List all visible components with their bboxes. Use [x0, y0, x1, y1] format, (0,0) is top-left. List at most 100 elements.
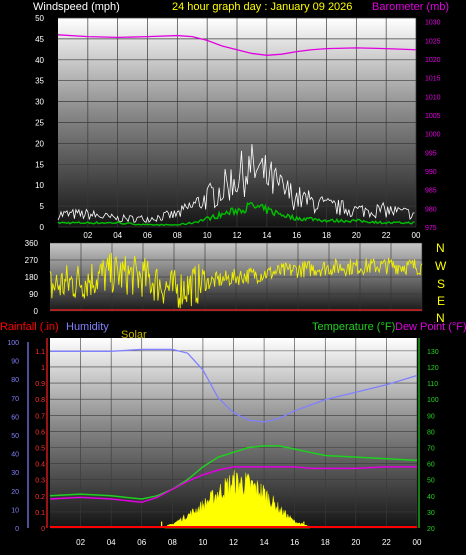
humidity-line	[50, 348, 418, 423]
barometer-y-tick: 1000	[425, 132, 441, 139]
temp-y-tick: 120	[427, 365, 439, 372]
barometer-y-tick: 980	[425, 206, 437, 213]
wind-y-tick: 40	[35, 56, 44, 65]
temp-y-tick: 70	[427, 445, 435, 452]
rain-y-tick: 1	[41, 365, 45, 372]
temp-x-tick: 02	[76, 538, 85, 547]
direction-y-tick: 90	[29, 290, 38, 299]
barometer-y-tick: 1025	[425, 38, 441, 45]
temp-y-tick: 30	[427, 510, 435, 517]
temp-humidity-panel: 2030405060708090100110120130010203040506…	[0, 321, 466, 547]
temp-x-tick: 18	[321, 538, 330, 547]
temp-x-tick: 16	[290, 538, 299, 547]
chart-title: 24 hour graph day : January 09 2026	[172, 1, 352, 13]
temp-y-tick: 100	[427, 397, 439, 404]
wind-grid	[58, 17, 417, 228]
temp-x-tick: 06	[137, 538, 146, 547]
temp-x-tick: 04	[107, 538, 116, 547]
wind-x-tick: 22	[382, 231, 391, 240]
temp-x-tick: 12	[229, 538, 238, 547]
wind-y-tick: 10	[35, 181, 44, 190]
compass-w: W	[435, 259, 447, 273]
windspeed-label: Windspeed (mph)	[33, 1, 120, 13]
wind-x-tick: 16	[292, 231, 301, 240]
direction-y-tick: 0	[34, 307, 39, 316]
barometer-y-tick: 1010	[425, 94, 441, 101]
wind-x-tick: 08	[173, 231, 182, 240]
wind-panel: 0510152025303540455097598098599099510001…	[33, 1, 449, 240]
humidity-y-tick: 100	[7, 340, 19, 347]
barometer-y-tick: 975	[425, 225, 437, 232]
wind-y-tick: 25	[35, 119, 44, 128]
wind-y-tick: 15	[35, 160, 44, 169]
temperature-label: Temperature (°F)	[312, 321, 395, 333]
wind-y-tick: 5	[40, 202, 45, 211]
humidity-label: Humidity	[66, 321, 109, 333]
wind-x-tick: 04	[113, 231, 122, 240]
humidity-y-tick: 40	[11, 452, 19, 459]
wind-x-tick: 20	[352, 231, 361, 240]
barometer-y-tick: 1005	[425, 113, 441, 120]
temp-y-tick: 60	[427, 462, 435, 469]
wind-x-tick: 06	[143, 231, 152, 240]
direction-y-tick: 360	[25, 239, 39, 248]
humidity-y-tick: 90	[11, 359, 19, 366]
temp-x-tick: 10	[198, 538, 207, 547]
wind-y-tick: 30	[35, 98, 44, 107]
wind-y-tick: 50	[35, 14, 44, 23]
temp-y-tick: 20	[427, 526, 435, 533]
wind-average-line	[57, 201, 415, 227]
barometer-y-tick: 1015	[425, 76, 441, 83]
rainfall-label: Rainfall (.in)	[0, 321, 59, 333]
humidity-y-tick: 20	[11, 489, 19, 496]
wind-y-tick: 35	[35, 77, 44, 86]
barometer-line	[57, 34, 417, 56]
temp-y-tick: 90	[427, 413, 435, 420]
dew-point-label: Dew Point (°F)	[395, 321, 466, 333]
temp-series	[49, 348, 418, 529]
temp-ticks: 2030405060708090100110120130010203040506…	[7, 338, 439, 547]
wind-x-tick: 18	[322, 231, 331, 240]
wind-x-tick: 14	[262, 231, 271, 240]
temp-x-tick: 08	[168, 538, 177, 547]
rain-y-tick: 0.3	[35, 478, 45, 485]
direction-y-tick: 180	[25, 273, 39, 282]
direction-ticks: 0 90 180 270 360	[25, 239, 39, 316]
wind-x-tick: 12	[233, 231, 242, 240]
barometer-label: Barometer (mb)	[372, 1, 449, 13]
temp-x-tick: 20	[351, 538, 360, 547]
humidity-y-tick: 80	[11, 377, 19, 384]
wind-direction-line	[49, 252, 423, 309]
barometer-y-tick: 990	[425, 169, 437, 176]
rain-y-tick: 0.2	[35, 494, 45, 501]
wind-y-tick: 45	[35, 35, 44, 44]
direction-series	[49, 252, 423, 311]
rain-y-tick: 0	[41, 526, 45, 533]
barometer-y-tick: 995	[425, 150, 437, 157]
wind-y-tick: 0	[40, 223, 45, 232]
temp-y-tick: 40	[427, 494, 435, 501]
wind-ticks: 0510152025303540455097598098599099510001…	[35, 14, 441, 240]
rain-y-tick: 1.1	[35, 349, 45, 356]
temp-x-tick: 22	[382, 538, 391, 547]
rain-y-tick: 0.9	[35, 381, 45, 388]
temp-x-tick: 00	[413, 538, 422, 547]
wind-x-tick: 10	[203, 231, 212, 240]
temp-y-tick: 110	[427, 381, 438, 388]
barometer-y-tick: 1030	[425, 20, 441, 27]
wind-y-tick: 20	[35, 139, 44, 148]
rain-y-tick: 0.7	[35, 413, 45, 420]
solar-area	[164, 469, 311, 529]
dew-point-line	[49, 466, 417, 503]
wind-x-tick: 00	[412, 231, 421, 240]
wind-series	[57, 34, 417, 227]
compass-e: E	[437, 294, 445, 308]
rain-y-tick: 0.6	[35, 429, 45, 436]
temp-y-tick: 50	[427, 478, 435, 485]
temp-x-tick: 14	[260, 538, 269, 547]
rain-y-tick: 0.4	[35, 462, 45, 469]
rain-y-tick: 0.8	[35, 397, 45, 404]
direction-y-tick: 270	[25, 256, 39, 265]
humidity-y-tick: 50	[11, 433, 19, 440]
